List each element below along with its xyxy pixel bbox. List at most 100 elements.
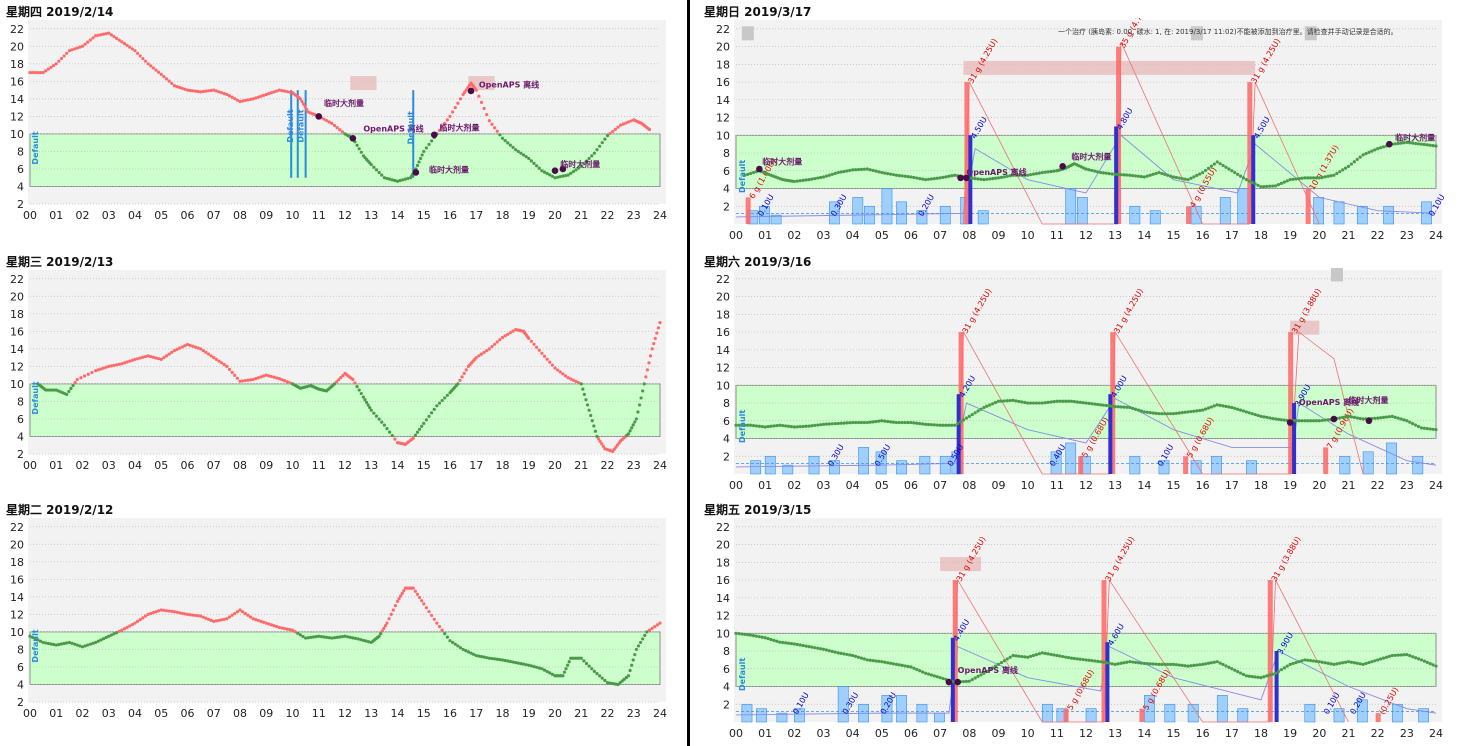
- bg-point: [754, 424, 759, 428]
- basal-bar: [1356, 205, 1368, 225]
- bg-point: [1046, 400, 1050, 404]
- bg-point: [1104, 403, 1109, 408]
- bg-point: [595, 434, 599, 439]
- bg-point: [62, 641, 66, 646]
- bg-point: [500, 658, 505, 662]
- bg-point: [417, 427, 422, 431]
- bg-point: [149, 64, 153, 68]
- bg-point: [259, 375, 263, 379]
- bg-point: [993, 400, 998, 405]
- x-tick-label: 17: [1225, 229, 1239, 242]
- bg-point: [175, 610, 179, 614]
- bg-point: [251, 617, 255, 621]
- x-tick-label: 18: [1254, 229, 1268, 242]
- bg-point: [490, 656, 494, 661]
- bg-point: [1282, 418, 1286, 422]
- bg-point: [754, 634, 759, 638]
- bg-point: [1399, 141, 1403, 145]
- bg-point: [65, 641, 69, 645]
- bg-point: [1058, 654, 1062, 658]
- bg-point: [325, 118, 329, 123]
- treatment-label: 临时大剂量: [324, 98, 364, 108]
- bg-point: [540, 667, 544, 671]
- bg-point: [1282, 666, 1286, 670]
- bg-point: [511, 660, 515, 664]
- bg-point: [185, 342, 190, 347]
- bg-point: [1341, 168, 1345, 172]
- bg-point: [1253, 182, 1257, 186]
- bg-point: [871, 659, 875, 663]
- bg-point: [751, 634, 756, 638]
- bg-point: [185, 612, 190, 616]
- bg-point: [49, 65, 53, 69]
- bg-point: [830, 649, 834, 653]
- bg-point: [162, 75, 166, 79]
- bg-point: [584, 398, 588, 402]
- y-tick-label: 8: [17, 145, 24, 158]
- y-tick-label: 10: [10, 128, 24, 141]
- bg-point: [217, 618, 221, 622]
- bg-point: [903, 174, 907, 178]
- bg-point: [813, 423, 817, 427]
- bg-point: [976, 177, 980, 181]
- bg-point: [41, 70, 45, 75]
- x-tick-label: 12: [1079, 229, 1093, 242]
- bg-point: [836, 170, 840, 175]
- bg-point: [1133, 407, 1138, 411]
- bg-point: [763, 636, 767, 640]
- bg-point: [598, 674, 602, 678]
- bg-point: [440, 398, 444, 403]
- bg-point: [1411, 141, 1415, 145]
- bg-point: [1221, 404, 1225, 408]
- bg-point: [133, 49, 137, 53]
- bg-point: [859, 420, 864, 425]
- bg-point: [366, 403, 370, 407]
- basal-bar: [881, 695, 893, 723]
- bg-point: [929, 673, 934, 677]
- x-tick-label: 22: [601, 707, 615, 720]
- bg-point: [391, 608, 395, 612]
- bg-point: [369, 408, 373, 412]
- bg-point: [921, 670, 925, 674]
- bg-point: [1087, 168, 1091, 172]
- bg-point: [1002, 175, 1006, 179]
- bg-point: [1072, 656, 1076, 661]
- bg-point: [842, 169, 846, 174]
- bg-point: [44, 69, 48, 73]
- bg-point: [269, 623, 274, 627]
- bg-point: [1241, 672, 1246, 677]
- bg-point: [38, 639, 43, 643]
- bg-point: [430, 613, 434, 618]
- bg-point: [798, 179, 802, 183]
- y-tick-label: 16: [716, 76, 730, 89]
- basal-bar: [977, 210, 989, 225]
- bg-point: [214, 357, 218, 361]
- bg-point: [495, 340, 499, 344]
- bg-point: [915, 667, 919, 672]
- bg-point: [458, 378, 462, 382]
- bg-point: [891, 662, 896, 666]
- bg-point: [1174, 411, 1179, 415]
- basal-bar: [837, 686, 849, 723]
- bg-point: [1195, 409, 1199, 413]
- basal-bar: [741, 703, 753, 723]
- bg-point: [592, 424, 596, 428]
- bg-point: [1212, 660, 1216, 664]
- bg-point: [464, 88, 468, 92]
- x-tick-label: 21: [1342, 229, 1356, 242]
- bg-point: [199, 347, 203, 351]
- bg-point: [781, 423, 785, 428]
- bg-point: [107, 364, 111, 368]
- bg-point: [1288, 178, 1292, 182]
- bg-point: [1145, 174, 1149, 178]
- x-tick-label: 01: [758, 479, 772, 492]
- bg-point: [973, 676, 977, 680]
- x-tick-label: 05: [154, 459, 168, 472]
- bg-point: [1230, 667, 1234, 671]
- bg-point: [359, 150, 363, 154]
- bg-point: [353, 636, 358, 640]
- bg-point: [196, 89, 200, 94]
- bg-point: [619, 123, 623, 127]
- x-tick-label: 12: [338, 707, 352, 720]
- bg-point: [288, 381, 292, 385]
